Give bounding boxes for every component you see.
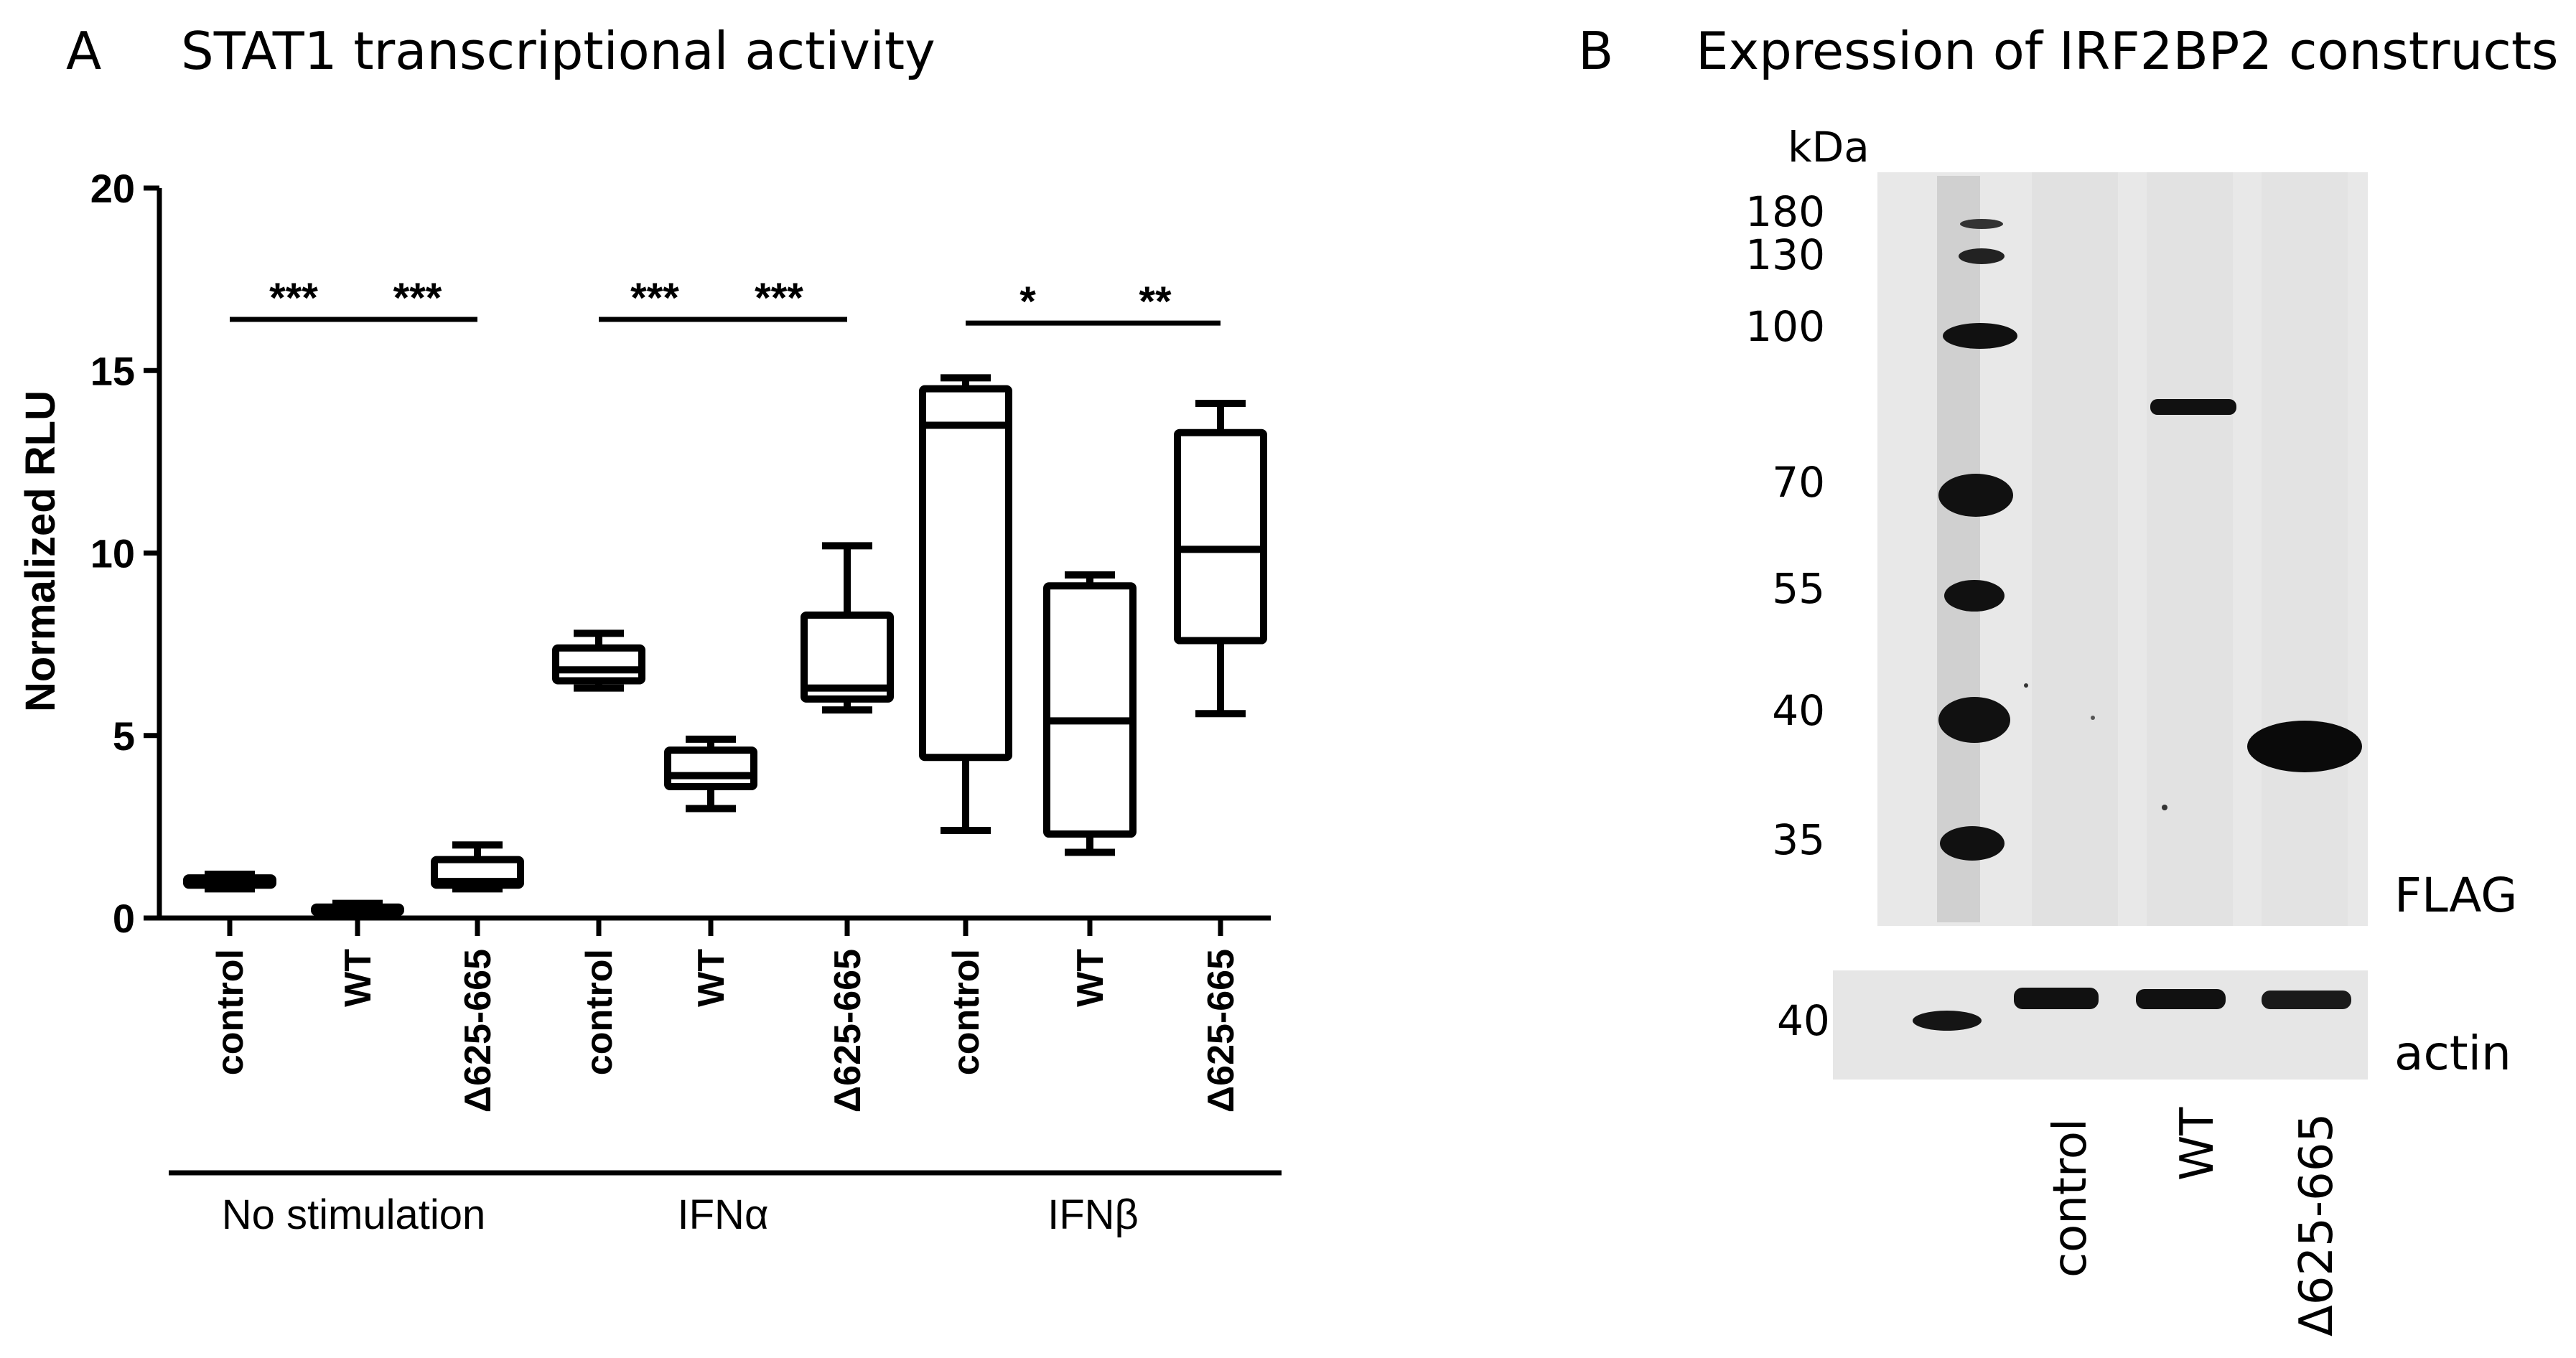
ladder-band (1938, 474, 2013, 517)
lane-label-delta: Δ625-665 (2290, 1113, 2343, 1336)
marker-label: 40 (1772, 686, 1825, 735)
box-iqr (801, 611, 894, 703)
box-8 (1174, 400, 1267, 718)
ladder-band (1959, 248, 2005, 264)
y-tick-label: 15 (90, 348, 135, 393)
box-iqr (1043, 582, 1137, 838)
y-axis-label: Normalized RLU (17, 390, 64, 712)
panel-a-letter: A (66, 21, 101, 81)
marker-label: 70 (1772, 458, 1825, 507)
lane-shadow (2032, 172, 2118, 926)
actin-membrane (1833, 970, 2368, 1080)
ladder-smear (1937, 176, 1980, 922)
actin-blot (1833, 970, 2368, 1080)
box-6 (919, 374, 1012, 834)
box-0 (183, 870, 276, 893)
significance-label: *** (269, 275, 318, 322)
ladder-band (1938, 697, 2010, 743)
x-tick-label: Δ625-665 (1200, 949, 1242, 1113)
delta-flag-band (2247, 721, 2362, 772)
panel-a-title: STAT1 transcriptional activity (181, 21, 935, 81)
ladder-band (1943, 323, 2017, 349)
wt-flag-band (2150, 399, 2236, 415)
box-iqr (664, 746, 757, 790)
significance-label: *** (393, 275, 442, 322)
actin-band-wt (2136, 989, 2226, 1009)
ladder-band (1960, 219, 2003, 229)
actin-marker-label: 40 (1777, 996, 1830, 1045)
box-2 (431, 841, 524, 893)
x-tick-label: WT (337, 949, 379, 1007)
y-tick-label: 20 (90, 166, 135, 211)
actin-ladder-band (1913, 1011, 1982, 1031)
box-3 (552, 629, 645, 692)
speck (2024, 683, 2028, 688)
speck (2091, 716, 2095, 720)
actin-band-delta (2262, 991, 2351, 1009)
actin-band-control (2014, 988, 2099, 1009)
x-tick-label: WT (691, 949, 732, 1007)
box-plot: 0 5 10 15 20 control WT Δ625-665 control WT Δ625-… (90, 166, 1282, 1238)
box-iqr (919, 385, 1012, 762)
x-tick-label: control (579, 949, 620, 1075)
marker-label: 180 (1745, 187, 1825, 236)
x-tick-label: control (210, 949, 251, 1075)
significance-label: * (1019, 278, 1036, 325)
y-tick-label: 0 (113, 896, 135, 941)
y-tick-label: 10 (90, 531, 135, 576)
lane-shadow (2262, 172, 2348, 926)
box-5 (801, 542, 894, 714)
significance-label: *** (755, 275, 803, 322)
marker-label: 35 (1772, 815, 1825, 864)
box-1 (311, 899, 404, 918)
flag-blot (1877, 172, 2368, 926)
speck (2162, 805, 2167, 810)
marker-label: 130 (1745, 230, 1825, 279)
marker-label: 55 (1772, 564, 1825, 613)
marker-label: 100 (1745, 302, 1825, 351)
x-tick-label: WT (1070, 949, 1111, 1007)
significance-label: ** (1139, 278, 1172, 325)
ladder-band (1944, 580, 2005, 612)
ladder-band (1940, 826, 2005, 861)
marker-labels: 180 130 100 70 55 40 35 (1745, 187, 1825, 864)
group-label: No stimulation (222, 1191, 485, 1238)
x-tick-label: Δ625-665 (457, 949, 499, 1113)
flag-label: FLAG (2394, 868, 2517, 923)
lane-label-control: control (2044, 1118, 2097, 1278)
panel-b-letter: B (1578, 21, 1613, 81)
x-tick-label: Δ625-665 (827, 949, 869, 1113)
group-label: IFNβ (1047, 1191, 1139, 1238)
lane-label-wt: WT (2171, 1107, 2224, 1181)
box-iqr (1174, 429, 1267, 645)
kda-label: kDa (1788, 123, 1870, 172)
panel-b-title: Expression of IRF2BP2 constructs (1696, 21, 2559, 81)
significance-label: *** (630, 275, 679, 322)
y-tick-label: 5 (113, 713, 135, 759)
box-iqr (552, 644, 645, 685)
x-tick-label: control (946, 949, 987, 1075)
actin-label: actin (2394, 1026, 2511, 1081)
box-4 (664, 735, 757, 813)
box-7 (1043, 571, 1137, 856)
group-label: IFNα (678, 1191, 769, 1238)
lane-shadow (2147, 172, 2233, 926)
